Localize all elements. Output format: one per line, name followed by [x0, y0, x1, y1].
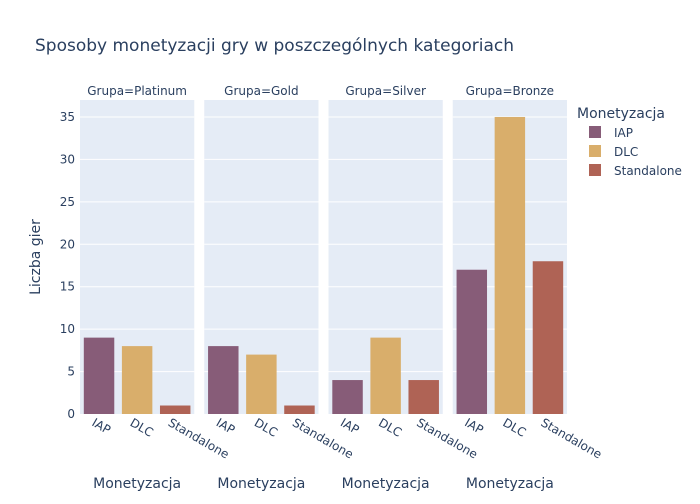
- legend-label: IAP: [614, 126, 633, 140]
- x-axis-label: Monetyzacja: [466, 476, 554, 492]
- bar-standalone: [408, 380, 439, 414]
- facet-title: Grupa=Bronze: [466, 84, 554, 98]
- chart-title: Sposoby monetyzacji gry w poszczególnych…: [35, 36, 514, 56]
- bar-iap: [208, 346, 239, 414]
- legend-swatch: [589, 145, 601, 157]
- y-tick-label: 10: [60, 322, 75, 336]
- y-tick-label: 35: [60, 110, 75, 124]
- facet-title: Grupa=Silver: [345, 84, 426, 98]
- legend-label: Standalone: [614, 164, 682, 178]
- bar-iap: [83, 337, 115, 414]
- y-tick-label: 20: [60, 237, 75, 251]
- bar-dlc: [494, 116, 526, 415]
- y-tick-label: 15: [60, 280, 75, 294]
- legend-swatch: [589, 126, 601, 138]
- bar-dlc: [246, 354, 277, 414]
- legend-title: Monetyzacja: [577, 106, 665, 122]
- bar-standalone: [532, 261, 564, 414]
- bar-standalone: [159, 405, 191, 414]
- x-axis-label: Monetyzacja: [217, 476, 305, 492]
- x-axis-label: Monetyzacja: [93, 476, 181, 492]
- legend-swatch: [589, 164, 601, 176]
- y-tick-label: 0: [67, 407, 75, 421]
- facet-title: Grupa=Gold: [224, 84, 298, 98]
- bar-dlc: [370, 337, 401, 414]
- x-axis-label: Monetyzacja: [342, 476, 430, 492]
- y-tick-label: 30: [60, 152, 75, 166]
- y-tick-label: 5: [67, 365, 75, 379]
- bar-iap: [332, 380, 363, 414]
- bar-dlc: [121, 346, 153, 414]
- legend: Monetyzacja IAP DLC Standalone: [577, 106, 682, 178]
- y-axis-label: Liczba gier: [28, 219, 44, 295]
- bar-standalone: [284, 405, 315, 414]
- legend-label: DLC: [614, 145, 638, 159]
- bar-iap: [456, 269, 488, 414]
- facet-title: Grupa=Platinum: [87, 84, 187, 98]
- y-tick-label: 25: [60, 195, 75, 209]
